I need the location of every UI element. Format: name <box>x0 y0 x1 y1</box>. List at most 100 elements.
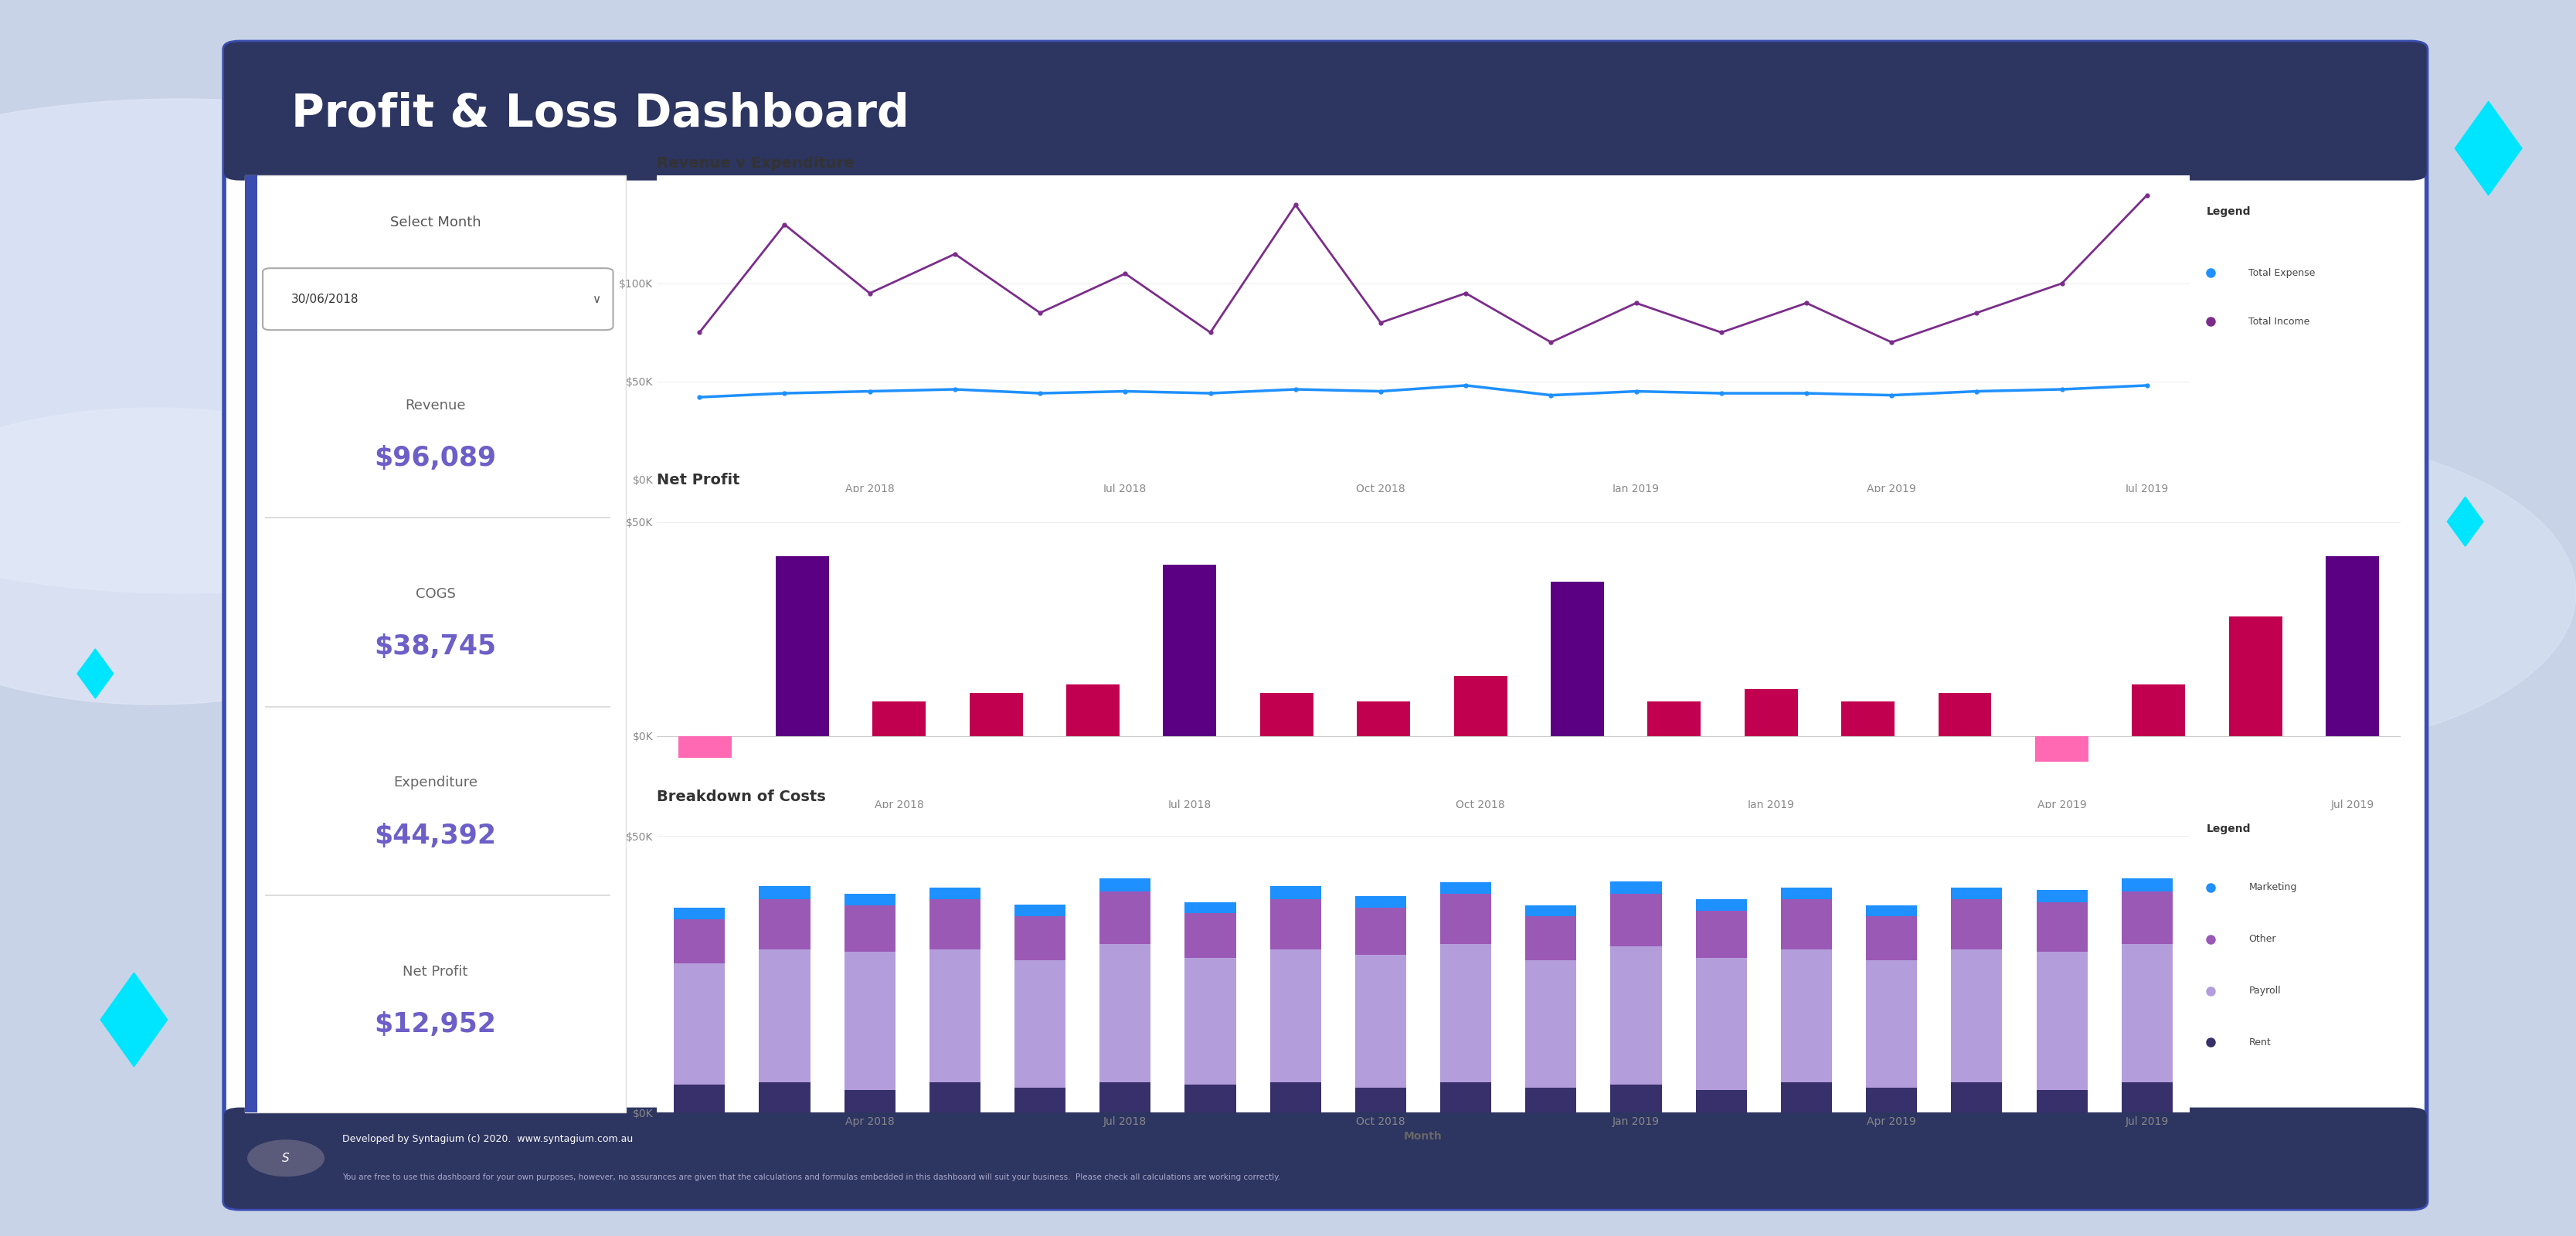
Text: $96,089: $96,089 <box>374 445 497 471</box>
Bar <box>1950 949 2002 1082</box>
Bar <box>1185 913 1236 958</box>
Text: Net Profit: Net Profit <box>657 473 739 487</box>
Text: Revenue: Revenue <box>404 398 466 413</box>
FancyBboxPatch shape <box>224 1107 2427 1209</box>
Bar <box>1355 1088 1406 1112</box>
Bar <box>675 1085 724 1112</box>
Bar <box>845 894 896 905</box>
Bar <box>1780 949 1832 1082</box>
Text: ∨: ∨ <box>592 293 600 305</box>
Bar <box>1270 949 1321 1082</box>
Bar <box>1865 1088 1917 1112</box>
Text: 30/06/2018: 30/06/2018 <box>291 293 358 305</box>
Bar <box>2123 944 2172 1082</box>
Bar <box>1865 905 1917 916</box>
Bar <box>1015 1088 1066 1112</box>
Bar <box>1185 902 1236 913</box>
Bar <box>1610 1085 1662 1112</box>
Bar <box>1260 693 1314 735</box>
Bar <box>1270 1082 1321 1112</box>
FancyBboxPatch shape <box>224 42 2427 180</box>
Bar <box>2228 616 2282 735</box>
Text: Total Income: Total Income <box>2249 316 2311 326</box>
Bar <box>1610 881 1662 894</box>
Text: Profit & Loss Dashboard: Profit & Loss Dashboard <box>291 91 909 136</box>
Bar <box>2133 685 2184 735</box>
Text: Other: Other <box>2249 934 2277 944</box>
Text: Breakdown of Costs: Breakdown of Costs <box>657 790 827 803</box>
Bar <box>245 176 626 1112</box>
Bar <box>930 887 981 900</box>
Bar <box>2038 890 2087 902</box>
Bar <box>1950 1082 2002 1112</box>
Text: Legend: Legend <box>2208 206 2251 216</box>
Bar <box>675 908 724 918</box>
Bar <box>1440 1082 1492 1112</box>
Bar <box>1164 565 1216 735</box>
Bar <box>1015 905 1066 916</box>
Bar <box>245 176 258 1112</box>
Bar <box>1015 960 1066 1088</box>
Bar <box>2038 952 2087 1090</box>
Bar <box>240 93 2411 161</box>
Bar <box>760 1082 811 1112</box>
Bar <box>1551 582 1605 735</box>
Polygon shape <box>2447 497 2483 546</box>
Bar <box>1525 905 1577 916</box>
Bar <box>1440 881 1492 894</box>
Bar <box>760 949 811 1082</box>
Polygon shape <box>100 973 167 1067</box>
Bar <box>1865 916 1917 960</box>
Bar <box>1185 1085 1236 1112</box>
Circle shape <box>1906 433 2576 754</box>
Circle shape <box>0 408 464 705</box>
Text: Total Expense: Total Expense <box>2249 268 2316 278</box>
Bar <box>1525 1088 1577 1112</box>
Bar <box>1649 702 1700 735</box>
Bar <box>930 1082 981 1112</box>
Text: S: S <box>283 1152 289 1164</box>
Bar <box>2038 902 2087 952</box>
FancyBboxPatch shape <box>263 268 613 330</box>
Polygon shape <box>2455 101 2522 195</box>
Bar <box>1185 958 1236 1085</box>
Bar <box>1780 1082 1832 1112</box>
Bar <box>2038 1090 2087 1112</box>
Bar <box>1270 886 1321 900</box>
Bar <box>1950 900 2002 949</box>
FancyBboxPatch shape <box>224 42 2427 1209</box>
Bar <box>969 693 1023 735</box>
Text: Payroll: Payroll <box>2249 986 2280 996</box>
Bar <box>1015 916 1066 960</box>
Bar <box>775 556 829 735</box>
Bar <box>677 735 732 758</box>
Text: $44,392: $44,392 <box>374 823 497 849</box>
Bar <box>845 1090 896 1112</box>
Bar <box>240 1133 2411 1194</box>
Text: $12,952: $12,952 <box>374 1011 497 1038</box>
Bar <box>265 706 611 707</box>
Bar <box>1695 958 1747 1090</box>
Bar <box>1865 960 1917 1088</box>
Text: Legend: Legend <box>2208 823 2251 834</box>
Bar <box>1610 894 1662 947</box>
Bar <box>675 918 724 963</box>
Bar <box>1695 1090 1747 1112</box>
Bar <box>1100 944 1151 1082</box>
Bar <box>675 963 724 1085</box>
Circle shape <box>0 99 696 593</box>
Bar <box>873 702 925 735</box>
Bar <box>1695 911 1747 958</box>
X-axis label: Month: Month <box>1404 1131 1443 1142</box>
Bar <box>1744 688 1798 735</box>
Bar <box>1355 896 1406 908</box>
Bar <box>1100 879 1151 891</box>
Text: $38,745: $38,745 <box>374 634 497 660</box>
Bar <box>265 895 611 896</box>
Bar <box>760 886 811 900</box>
Bar <box>930 900 981 949</box>
Bar <box>1842 702 1893 735</box>
Bar <box>2123 879 2172 891</box>
Bar <box>1100 1082 1151 1112</box>
Bar <box>845 952 896 1090</box>
